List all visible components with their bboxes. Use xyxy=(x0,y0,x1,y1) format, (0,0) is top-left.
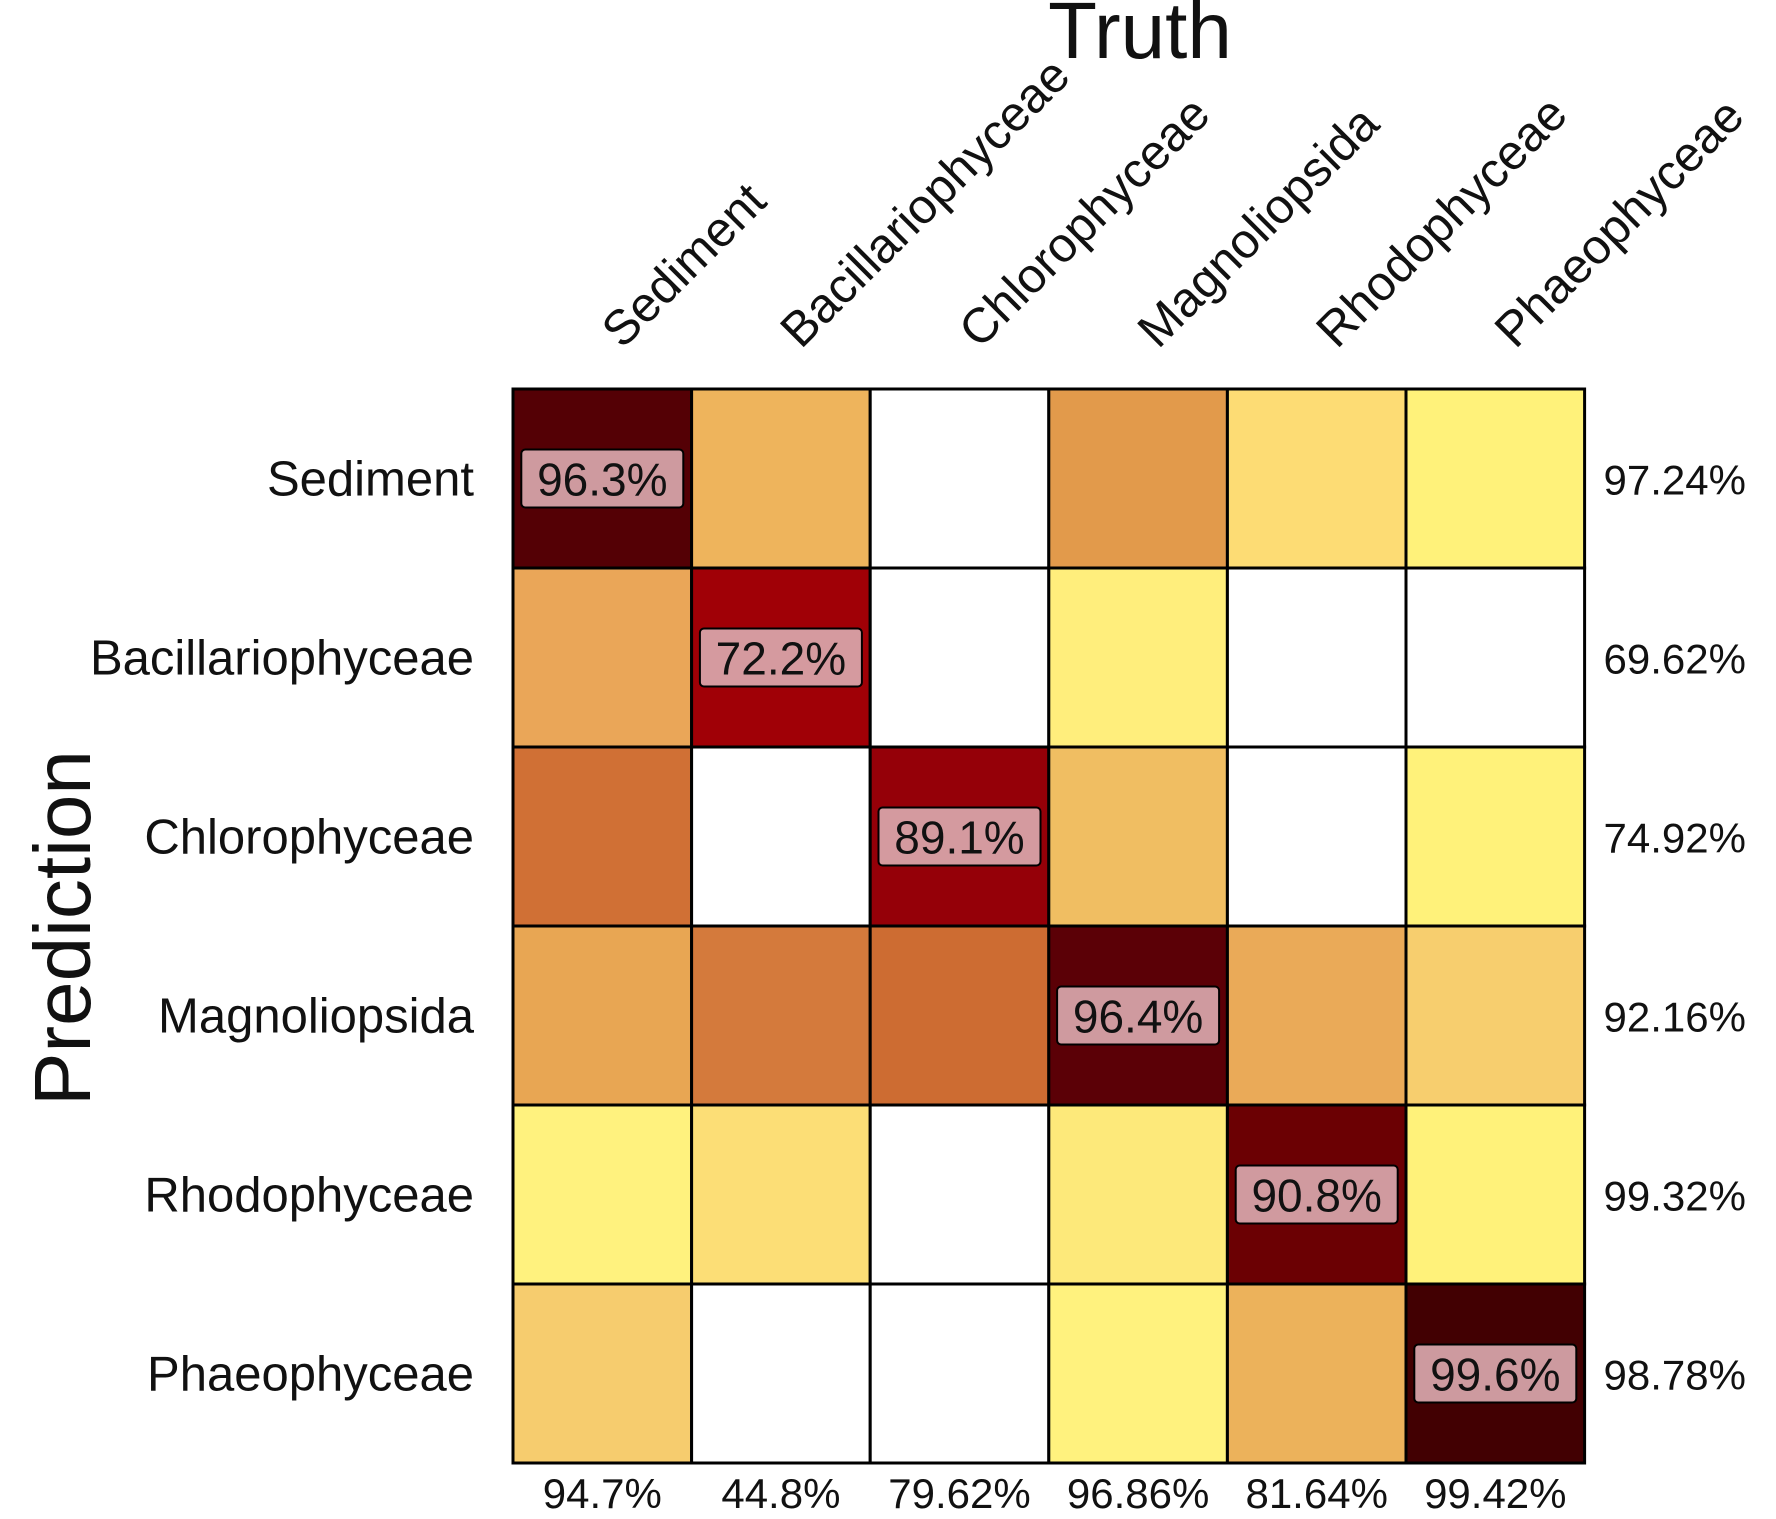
row-label: Magnoliopsida xyxy=(158,990,475,1044)
column-labels: SedimentBacillariophyceaeChlorophyceaeMa… xyxy=(592,48,1754,358)
heatmap-cell-r5-c6 xyxy=(1404,1103,1587,1286)
diagonal-value-label: 99.6% xyxy=(1430,1349,1560,1401)
row-margin-label: 74.92% xyxy=(1604,815,1746,862)
row-labels: Sediment Bacillariophyceae Chlorophyceae Ma… xyxy=(90,453,475,1402)
diagonal-value-box xyxy=(520,448,685,509)
heatmap-cell-r4-c1 xyxy=(511,924,694,1107)
diagonal-value-labels: 96.3% 72.2% 89.1% 96.4% 90.8% 99.6% xyxy=(520,448,1578,1404)
column-margin-label: 79.62% xyxy=(888,1470,1030,1517)
diagonal-value-box xyxy=(877,806,1042,867)
heatmap-cell-r5-c4 xyxy=(1047,1103,1229,1286)
row-label: Sediment xyxy=(267,453,474,507)
heatmap-cell-r6-c5 xyxy=(1225,1282,1408,1465)
heatmap-cell-r2-c4 xyxy=(1047,566,1229,749)
diagonal-value-label: 96.4% xyxy=(1073,991,1203,1043)
y-axis-title: Prediction xyxy=(18,750,107,1106)
heatmap-cell-r3-c2 xyxy=(690,745,872,928)
heatmap-cell-r6-c1 xyxy=(511,1282,694,1465)
chart-title: Truth xyxy=(1048,0,1232,75)
row-margin-label: 99.32% xyxy=(1604,1173,1746,1220)
row-label: Bacillariophyceae xyxy=(90,632,474,686)
column-margin-label: 44.8% xyxy=(721,1470,840,1517)
diagonal-value-label: 89.1% xyxy=(894,812,1024,864)
row-margin-label: 69.62% xyxy=(1604,636,1746,683)
diagonal-value-label: 72.2% xyxy=(716,633,846,685)
heatmap-cell-r4-c6 xyxy=(1404,924,1587,1107)
heatmap-cell-r2-c3 xyxy=(868,566,1051,749)
heatmap-cell-r3-c5 xyxy=(1225,745,1408,928)
column-margin-label: 99.42% xyxy=(1424,1470,1566,1517)
row-label: Phaeophyceae xyxy=(147,1348,474,1402)
heatmap-cell-r1-c5 xyxy=(1225,387,1408,570)
heatmap-cell-r4-c3 xyxy=(868,924,1051,1107)
diagonal-value-box xyxy=(1234,1164,1399,1225)
column-margin-label: 96.86% xyxy=(1067,1470,1209,1517)
diagonal-value-label: 90.8% xyxy=(1251,1170,1381,1222)
heatmap-cell-r4-c2 xyxy=(690,924,872,1107)
heatmap-cell-r2-c6 xyxy=(1404,566,1587,749)
column-label: Bacillariophyceae xyxy=(770,48,1080,358)
column-margin-labels: 94.7% 44.8% 79.62% 96.86% 81.64% 99.42% xyxy=(543,1470,1567,1517)
diagonal-value-box xyxy=(698,627,863,688)
heatmap-cell-r3-c1 xyxy=(511,745,694,928)
heatmap-cell-r5-c3 xyxy=(868,1103,1051,1286)
heatmap-cell-r6-c2 xyxy=(690,1282,872,1465)
heatmap-cell-r2-c1 xyxy=(511,566,694,749)
column-margin-label: 81.64% xyxy=(1245,1470,1387,1517)
heatmap-cell-r3-c6 xyxy=(1404,745,1587,928)
heatmap-cells xyxy=(511,387,1587,1465)
row-margin-label: 98.78% xyxy=(1604,1352,1746,1399)
row-margin-labels: 97.24% 69.62% 74.92% 92.16% 99.32% 98.78% xyxy=(1604,457,1746,1399)
heatmap-cell-r5-c1 xyxy=(511,1103,694,1286)
heatmap-cell-r4-c5 xyxy=(1225,924,1408,1107)
heatmap-cell-r1-c3 xyxy=(868,387,1051,570)
heatmap-cell-r1-c4 xyxy=(1047,387,1229,570)
diagonal-value-box xyxy=(1413,1343,1578,1404)
diagonal-value-label: 96.3% xyxy=(537,454,667,506)
row-label: Rhodophyceae xyxy=(144,1169,474,1223)
column-margin-label: 94.7% xyxy=(543,1470,662,1517)
row-label: Chlorophyceae xyxy=(144,811,474,865)
column-label: Sediment xyxy=(592,173,777,358)
row-margin-label: 92.16% xyxy=(1604,994,1746,1041)
heatmap-cell-r2-c5 xyxy=(1225,566,1408,749)
heatmap-cell-r6-c4 xyxy=(1047,1282,1229,1465)
heatmap-cell-r1-c2 xyxy=(690,387,872,570)
heatmap-cell-r3-c4 xyxy=(1047,745,1229,928)
heatmap-cell-r5-c2 xyxy=(690,1103,872,1286)
diagonal-value-box xyxy=(1056,985,1221,1046)
row-margin-label: 97.24% xyxy=(1604,457,1746,504)
heatmap-cell-r6-c3 xyxy=(868,1282,1051,1465)
heatmap-cell-r1-c6 xyxy=(1404,387,1587,570)
